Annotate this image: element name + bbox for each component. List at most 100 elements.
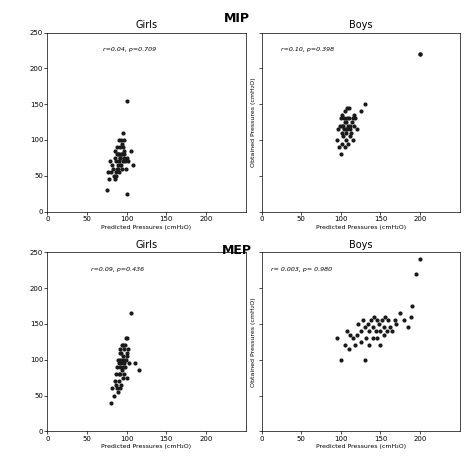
Point xyxy=(346,122,353,129)
Point xyxy=(120,359,128,367)
Point xyxy=(113,168,120,176)
Point xyxy=(115,359,123,367)
Point xyxy=(412,270,420,278)
Point xyxy=(109,161,116,169)
Point xyxy=(341,108,348,115)
Point xyxy=(335,126,342,133)
Point xyxy=(115,370,123,378)
Point xyxy=(346,331,354,338)
Text: r=0.10, p=0.398: r=0.10, p=0.398 xyxy=(282,47,335,52)
Point xyxy=(353,126,360,133)
Point xyxy=(113,370,120,378)
Point xyxy=(358,327,365,335)
Text: r= 0.003, p= 0.980: r= 0.003, p= 0.980 xyxy=(272,266,333,272)
Point xyxy=(369,324,376,331)
Point xyxy=(386,324,394,331)
Point xyxy=(118,161,125,169)
Point xyxy=(118,367,126,374)
Point xyxy=(343,126,351,133)
Point xyxy=(135,367,142,374)
Point xyxy=(378,317,386,324)
Point xyxy=(105,175,113,183)
Point xyxy=(125,158,132,165)
Point xyxy=(349,335,356,342)
Point xyxy=(109,165,117,173)
Point xyxy=(339,122,347,129)
Point xyxy=(127,310,135,317)
Point xyxy=(343,115,351,122)
Point xyxy=(367,317,375,324)
Point xyxy=(111,147,118,155)
Point xyxy=(117,370,124,378)
Point xyxy=(112,381,119,389)
Point xyxy=(384,317,392,324)
Point xyxy=(107,168,115,176)
Point xyxy=(361,324,368,331)
Point xyxy=(114,165,122,173)
Point xyxy=(115,158,123,165)
Point xyxy=(350,122,357,129)
Point xyxy=(129,161,137,169)
Point xyxy=(115,151,123,158)
Point xyxy=(119,352,127,360)
Point xyxy=(106,158,114,165)
Point xyxy=(416,255,424,263)
Point xyxy=(109,384,116,392)
Title: Girls: Girls xyxy=(136,240,157,250)
Title: Boys: Boys xyxy=(349,20,373,30)
Point xyxy=(110,392,118,399)
Point xyxy=(117,345,124,353)
Point xyxy=(122,335,130,342)
Point xyxy=(114,388,122,396)
Point xyxy=(118,359,125,367)
Point xyxy=(377,342,384,349)
Point xyxy=(343,118,350,126)
Point xyxy=(120,147,128,155)
Point xyxy=(118,349,125,356)
Point xyxy=(111,154,118,162)
X-axis label: Predicted Pressures (cmH₂O): Predicted Pressures (cmH₂O) xyxy=(101,444,191,449)
Point xyxy=(123,97,130,104)
Point xyxy=(104,168,111,176)
Point xyxy=(110,172,118,180)
Text: r=0.04, p=0.709: r=0.04, p=0.709 xyxy=(103,47,156,52)
Point xyxy=(120,154,128,162)
Point xyxy=(119,129,127,137)
Point xyxy=(350,111,358,118)
Point xyxy=(116,143,123,151)
Point xyxy=(401,317,408,324)
Point xyxy=(337,356,345,364)
Point xyxy=(118,140,126,147)
Point xyxy=(121,158,129,165)
Point xyxy=(374,335,381,342)
Point xyxy=(342,136,349,144)
Point xyxy=(114,161,122,169)
Point xyxy=(404,324,412,331)
Point xyxy=(118,356,126,364)
Text: Obtained Pressures (cmH₂O): Obtained Pressures (cmH₂O) xyxy=(251,77,256,167)
Point xyxy=(343,129,350,137)
Point xyxy=(122,165,130,173)
Point xyxy=(416,50,424,58)
Point xyxy=(337,151,345,158)
Point xyxy=(342,126,349,133)
Point xyxy=(113,165,121,173)
Point xyxy=(125,359,133,367)
Point xyxy=(131,359,138,367)
Point xyxy=(114,151,122,158)
Point xyxy=(123,349,130,356)
Point xyxy=(120,151,128,158)
Point xyxy=(339,133,347,140)
X-axis label: Predicted Pressures (cmH₂O): Predicted Pressures (cmH₂O) xyxy=(316,225,406,229)
Point xyxy=(338,140,346,147)
Point xyxy=(343,104,351,111)
Point xyxy=(347,129,355,137)
Point xyxy=(116,363,123,371)
Point xyxy=(373,317,380,324)
Point xyxy=(381,324,388,331)
Point xyxy=(391,317,399,324)
Point xyxy=(123,335,130,342)
Point xyxy=(103,186,110,194)
Point xyxy=(348,118,356,126)
Point xyxy=(118,151,126,158)
